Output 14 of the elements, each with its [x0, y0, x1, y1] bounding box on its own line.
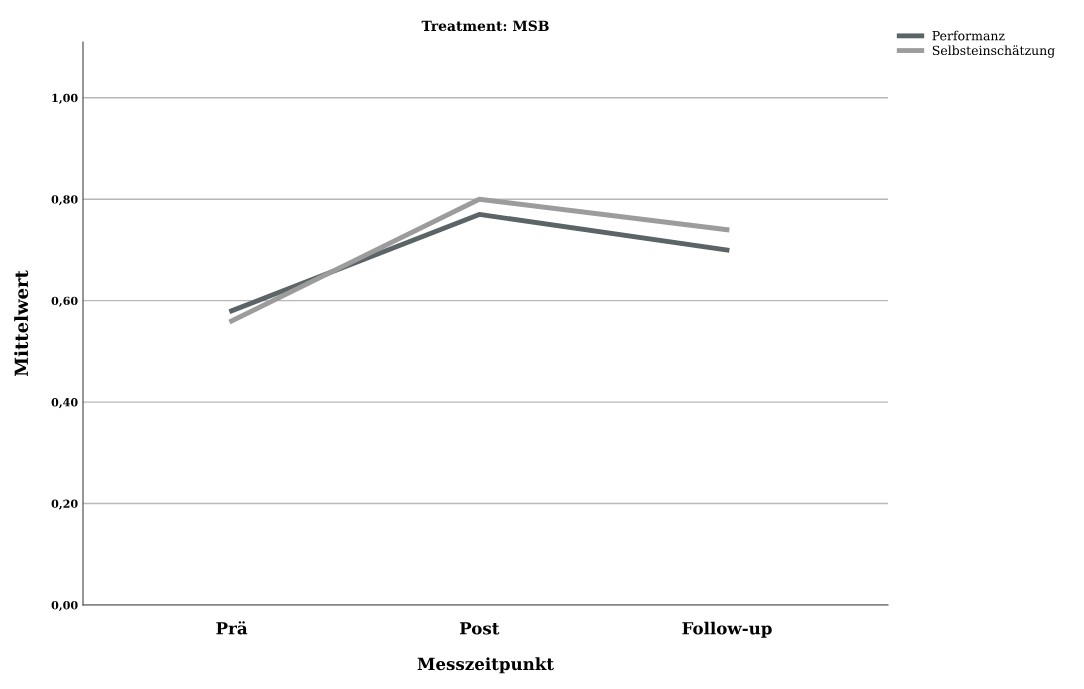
- y-tick-label: 0,80: [51, 195, 78, 206]
- chart-title: Treatment: MSB: [421, 20, 549, 32]
- y-tick-label: 0,00: [51, 600, 78, 612]
- y-tick-label: 0,60: [51, 296, 78, 307]
- y-axis-title: Mittelwert: [14, 270, 29, 377]
- x-tick-label: Prä: [216, 621, 248, 635]
- y-tick-label: 0,40: [51, 398, 78, 409]
- x-tick-label: Post: [459, 622, 500, 635]
- x-tick-label: Follow-up: [682, 621, 772, 638]
- legend-label: Performanz: [932, 30, 1005, 41]
- x-axis-title: Messzeitpunkt: [417, 657, 554, 674]
- legend-label: Selbsteinschätzung: [932, 45, 1055, 58]
- y-tick-label: 0,20: [51, 499, 78, 510]
- y-tick-label: 1,00: [52, 93, 78, 104]
